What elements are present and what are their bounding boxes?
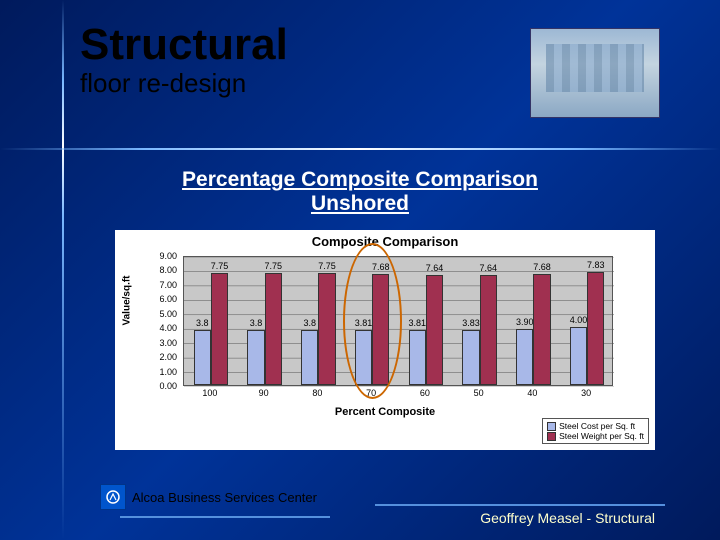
- y-tick: 8.00: [159, 265, 177, 275]
- bar-value-label: 7.68: [372, 262, 390, 272]
- legend-item-weight: Steel Weight per Sq. ft: [547, 431, 644, 441]
- y-tick: 1.00: [159, 367, 177, 377]
- x-tick: 90: [259, 388, 269, 398]
- x-tick-labels: 100 90 80 70 60 50 40 30: [183, 388, 613, 402]
- building-thumbnail: [530, 28, 660, 118]
- y-axis-label: Value/sq.ft: [122, 275, 133, 325]
- section-title-line1: Percentage Composite Comparison: [0, 168, 720, 192]
- legend: Steel Cost per Sq. ft Steel Weight per S…: [542, 418, 649, 444]
- composite-chart: Composite Comparison Value/sq.ft 3.8 7.75…: [115, 230, 655, 450]
- y-tick-labels: 0.001.002.003.004.005.006.007.008.009.00: [145, 256, 179, 386]
- y-tick: 3.00: [159, 338, 177, 348]
- bar-value-label: 7.64: [426, 263, 444, 273]
- legend-item-cost: Steel Cost per Sq. ft: [547, 421, 644, 431]
- bar-value-label: 7.75: [211, 261, 229, 271]
- bar-value-label: 3.90: [516, 317, 534, 327]
- bar: [570, 327, 587, 385]
- footer-right-text: Geoffrey Measel - Structural: [480, 510, 655, 526]
- bar-value-label: 7.75: [264, 261, 282, 271]
- bar: [301, 330, 318, 385]
- x-tick: 70: [366, 388, 376, 398]
- bar: [426, 275, 443, 385]
- bar-value-label: 3.8: [304, 318, 317, 328]
- bar-value-label: 3.8: [196, 318, 209, 328]
- footer-right-line: [375, 504, 665, 506]
- y-tick: 5.00: [159, 309, 177, 319]
- bar: [409, 330, 426, 385]
- plot-area: 3.8 7.75 3.8 7.75 3.8 7.75 3.81 7.68 3.81 7.64 3.8…: [183, 256, 613, 386]
- x-axis-label: Percent Composite: [115, 406, 655, 418]
- bar: [587, 272, 604, 385]
- bar: [247, 330, 264, 385]
- footer-left-line: [120, 516, 330, 518]
- bar-value-label: 7.83: [587, 260, 605, 270]
- bar-value-label: 7.68: [533, 262, 551, 272]
- y-tick: 4.00: [159, 323, 177, 333]
- legend-swatch-weight: [547, 432, 556, 441]
- decorative-vline: [62, 0, 64, 540]
- bar-value-label: 3.8: [250, 318, 263, 328]
- bar: [211, 273, 228, 385]
- x-tick: 40: [527, 388, 537, 398]
- x-tick: 100: [202, 388, 217, 398]
- footer-left: Alcoa Business Services Center: [100, 484, 317, 510]
- section-title-line2: Unshored: [0, 192, 720, 216]
- x-tick: 80: [312, 388, 322, 398]
- y-tick: 6.00: [159, 294, 177, 304]
- bar: [355, 330, 372, 385]
- bar: [265, 273, 282, 385]
- y-tick: 9.00: [159, 251, 177, 261]
- bar-value-label: 7.64: [479, 263, 497, 273]
- x-tick: 60: [420, 388, 430, 398]
- bar-value-label: 3.83: [462, 318, 480, 328]
- y-tick: 7.00: [159, 280, 177, 290]
- bar: [372, 274, 389, 385]
- bar: [516, 329, 533, 385]
- chart-title: Composite Comparison: [115, 230, 655, 249]
- bar-value-label: 7.75: [318, 261, 336, 271]
- alcoa-logo-icon: [100, 484, 126, 510]
- footer-left-text: Alcoa Business Services Center: [132, 490, 317, 505]
- bar: [462, 330, 479, 385]
- bar-value-label: 3.81: [355, 318, 373, 328]
- legend-label-cost: Steel Cost per Sq. ft: [559, 421, 635, 431]
- bar: [318, 273, 335, 385]
- x-tick: 30: [581, 388, 591, 398]
- legend-label-weight: Steel Weight per Sq. ft: [559, 431, 644, 441]
- bar-value-label: 3.81: [409, 318, 427, 328]
- bar: [480, 275, 497, 385]
- legend-swatch-cost: [547, 422, 556, 431]
- y-tick: 0.00: [159, 381, 177, 391]
- section-heading: Percentage Composite Comparison Unshored: [0, 168, 720, 216]
- decorative-hline: [0, 148, 720, 150]
- bar-value-label: 4.00: [570, 315, 588, 325]
- bar: [533, 274, 550, 385]
- x-tick: 50: [474, 388, 484, 398]
- y-tick: 2.00: [159, 352, 177, 362]
- bar: [194, 330, 211, 385]
